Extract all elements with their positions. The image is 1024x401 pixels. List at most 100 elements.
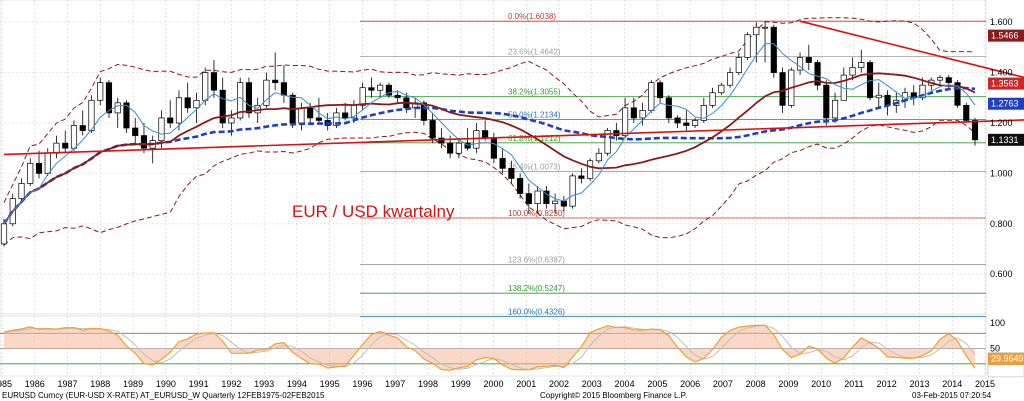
x-tick-label: 1996: [352, 379, 372, 389]
bullish-candle: [648, 82, 655, 111]
x-tick-label: 2012: [877, 379, 897, 389]
bearish-candle: [219, 89, 226, 124]
bearish-candle: [517, 178, 524, 194]
x-tick-label: 1995: [320, 379, 340, 389]
oscillator-tag: [987, 364, 1024, 378]
fib-level-label: 50.0%(1.2134): [508, 111, 561, 120]
bullish-candle: [228, 117, 235, 124]
bullish-candle: [455, 142, 462, 154]
bullish-candle: [622, 107, 629, 136]
x-tick-label: 1998: [418, 379, 438, 389]
bearish-candle: [805, 57, 812, 63]
bullish-candle: [333, 112, 340, 126]
bearish-candle: [167, 117, 174, 124]
bullish-candle: [0, 223, 8, 245]
oscillator-fill-area: [4, 325, 975, 371]
price-tag-label: 1.2763: [991, 99, 1019, 109]
x-tick-label: 1999: [451, 379, 471, 389]
x-tick-label: 2007: [713, 379, 733, 389]
y-tick-label: 1.600: [990, 17, 1013, 27]
oscillator-series: [0, 324, 986, 371]
bullish-candle: [193, 99, 200, 109]
bearish-candle: [963, 104, 970, 121]
oscillator-main-line: [3, 324, 976, 371]
bearish-candle: [79, 125, 86, 131]
bullish-candle: [796, 57, 804, 71]
bearish-candle: [814, 62, 821, 86]
oscillator-signal-line: [3, 324, 976, 371]
bearish-candle: [630, 107, 637, 119]
footer-center: Copyright© 2015 Bloomberg Finance L.P.: [540, 391, 687, 400]
fib-level-label: 123.6%(0.6387): [508, 255, 565, 264]
bullish-candle: [202, 72, 209, 101]
bearish-candle: [657, 82, 664, 99]
fib-level-label: 100.0%(0.8230): [508, 209, 565, 218]
bullish-candle: [744, 34, 751, 58]
bearish-candle: [245, 82, 252, 114]
y-tick-label: 1.200: [990, 118, 1013, 128]
oscillator-tick-label: 50: [990, 344, 1000, 354]
bullish-candle: [727, 72, 734, 86]
bearish-candle: [823, 84, 830, 119]
y-tick-label: 1.400: [990, 68, 1013, 78]
bearish-candle: [184, 97, 191, 109]
bearish-candle: [420, 102, 427, 121]
short-moving-average-line: [3, 43, 976, 225]
trendline: [799, 20, 1024, 79]
bullish-candle: [534, 190, 541, 204]
x-tick-label: 1985: [0, 379, 12, 389]
y-tick-label: 0.800: [990, 219, 1013, 229]
price-tag: [988, 97, 1024, 110]
grid-lines: [0, 0, 986, 376]
x-tick-label: 1997: [385, 379, 405, 389]
bullish-candle: [595, 152, 602, 162]
bullish-candle: [158, 117, 165, 141]
bullish-candle: [875, 94, 882, 99]
bearish-candle: [140, 135, 148, 149]
bullish-candle: [831, 99, 839, 119]
bullish-candle: [263, 79, 270, 106]
bearish-candle: [307, 107, 314, 119]
bullish-candle: [298, 107, 305, 124]
trendline: [3, 119, 1024, 156]
medium-moving-average-line: [3, 72, 976, 225]
x-tick-label: 1993: [254, 379, 274, 389]
bearish-candle: [210, 72, 218, 91]
fib-level-label: 23.6%(1.4642): [508, 47, 561, 56]
x-tick-label: 1991: [189, 379, 209, 389]
bullish-candle: [552, 200, 559, 204]
price-tag-label: 1.1331: [991, 135, 1019, 145]
price-tag: [988, 77, 1024, 90]
bullish-candle: [936, 77, 944, 81]
price-tag: [988, 133, 1024, 146]
x-tick-label: 2006: [680, 379, 700, 389]
bearish-candle: [578, 175, 585, 179]
bearish-candle: [123, 102, 130, 129]
bearish-candle: [280, 82, 287, 96]
bearish-candle: [543, 190, 550, 204]
x-tick-label: 2003: [582, 379, 602, 389]
bullish-candle: [175, 97, 183, 124]
bearish-candle: [779, 72, 786, 106]
bearish-candle: [560, 200, 567, 207]
bearish-candle: [971, 120, 979, 141]
bullish-candle: [858, 62, 865, 68]
x-tick-label: 2002: [549, 379, 569, 389]
bullish-candle: [18, 183, 25, 199]
x-tick-label: 2014: [942, 379, 962, 389]
x-tick-label: 2005: [647, 379, 667, 389]
fib-level-label: 38.2%(1.3055): [508, 87, 561, 96]
price-tag: [988, 29, 1024, 42]
envelope-bands: [3, 17, 976, 246]
bullish-candle: [70, 125, 78, 149]
bearish-candle: [525, 193, 532, 204]
price-tags: 1.5466 1.3563 1.2763 1.1331 29.9649 6.062: [987, 29, 1024, 378]
axes: 1985 1986 1987 1988 1989 1990 1991 1992 1993 1994…: [0, 17, 1013, 389]
x-tick-label: 2008: [746, 379, 766, 389]
fib-level-label: 76.4%(1.0073): [508, 163, 561, 172]
bullish-candle: [44, 152, 51, 174]
bullish-candle: [377, 84, 384, 91]
y-tick-label: 1.000: [990, 168, 1013, 178]
bearish-candle: [438, 137, 445, 144]
